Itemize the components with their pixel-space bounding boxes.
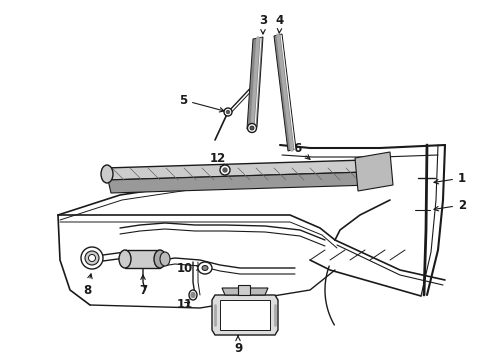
Ellipse shape (189, 290, 197, 300)
Ellipse shape (226, 111, 229, 113)
Text: 2: 2 (434, 198, 466, 212)
Ellipse shape (198, 262, 212, 274)
Text: 8: 8 (83, 274, 92, 297)
Ellipse shape (101, 165, 113, 183)
Polygon shape (212, 295, 278, 335)
Polygon shape (274, 34, 296, 151)
Ellipse shape (191, 292, 195, 297)
Ellipse shape (250, 126, 254, 130)
Polygon shape (108, 172, 371, 193)
Text: 3: 3 (259, 14, 267, 34)
Text: 1: 1 (434, 171, 466, 185)
Polygon shape (247, 37, 263, 129)
Text: 9: 9 (234, 336, 242, 355)
Ellipse shape (224, 108, 232, 116)
Text: 12: 12 (210, 152, 226, 170)
Text: 6: 6 (293, 141, 310, 159)
Polygon shape (125, 250, 160, 268)
Text: 4: 4 (276, 14, 284, 33)
Polygon shape (105, 160, 368, 180)
Ellipse shape (160, 252, 170, 266)
Ellipse shape (119, 250, 131, 268)
Ellipse shape (223, 168, 227, 172)
Ellipse shape (202, 266, 208, 270)
Text: 10: 10 (177, 261, 201, 274)
Ellipse shape (247, 123, 256, 132)
Text: 7: 7 (139, 275, 147, 297)
Text: 5: 5 (179, 94, 224, 112)
Polygon shape (222, 288, 268, 295)
Bar (238, 285, 250, 295)
Ellipse shape (154, 250, 166, 268)
Polygon shape (355, 152, 393, 191)
Polygon shape (220, 300, 270, 330)
Ellipse shape (85, 251, 99, 265)
Ellipse shape (89, 255, 96, 261)
Text: 11: 11 (177, 298, 193, 311)
Ellipse shape (220, 165, 230, 175)
Ellipse shape (81, 247, 103, 269)
